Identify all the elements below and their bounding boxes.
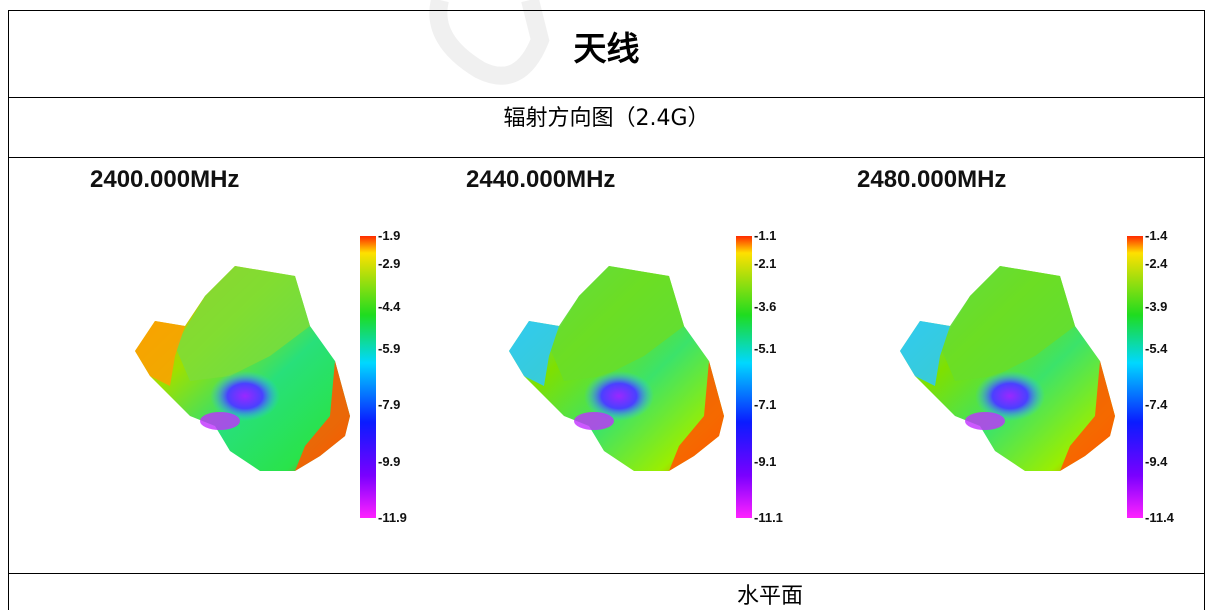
colorbar-tick-label: -5.1 bbox=[754, 340, 777, 356]
pattern-null bbox=[200, 412, 240, 430]
table-divider bbox=[9, 157, 1204, 158]
colorbar bbox=[360, 236, 376, 518]
colorbar-tick-label: -3.6 bbox=[754, 298, 777, 314]
pattern-panel: 2480.000MHz -1.4 -2.4 -3.9 -5.4 -7.4 -9.4 -11.4 bbox=[857, 158, 1213, 538]
pattern-surface bbox=[135, 321, 185, 386]
colorbar-gradient bbox=[736, 236, 752, 518]
colorbar-tick-label: -7.4 bbox=[1145, 397, 1168, 413]
radiation-pattern-plot bbox=[900, 266, 1115, 471]
pattern-surface bbox=[940, 266, 1075, 381]
pattern-surface bbox=[669, 361, 724, 471]
pattern-null bbox=[210, 371, 280, 421]
colorbar-tick-label: -2.9 bbox=[378, 256, 401, 272]
colorbar-tick-label: -1.1 bbox=[754, 228, 777, 243]
pattern-surface bbox=[175, 266, 310, 381]
colorbar-tick-label: -1.9 bbox=[378, 228, 401, 243]
plane-label: 水平面 bbox=[736, 584, 803, 609]
colorbar-tick-label: -11.4 bbox=[1145, 510, 1174, 525]
colorbar bbox=[736, 236, 752, 518]
colorbar-tick-label: -7.9 bbox=[378, 397, 401, 413]
pattern-surface bbox=[509, 321, 559, 386]
pattern-surface bbox=[900, 321, 950, 386]
colorbar-tick-label: -5.4 bbox=[1145, 340, 1168, 356]
colorbar-tick-label: -3.9 bbox=[1145, 298, 1168, 314]
pattern-surface bbox=[549, 266, 684, 381]
pattern-null bbox=[574, 412, 614, 430]
colorbar-tick-label: -5.9 bbox=[378, 340, 401, 356]
frequency-label: 2400.000MHz bbox=[90, 166, 240, 193]
table-divider bbox=[9, 97, 1204, 98]
pattern-null bbox=[975, 371, 1045, 421]
table-divider bbox=[9, 573, 1204, 574]
pattern-panel: 2400.000MHz -1.9 -2.9 -4.4 -5.9 -7.9 -9.9 -11.9 bbox=[90, 158, 480, 538]
colorbar-tick-label: -2.4 bbox=[1145, 256, 1168, 272]
colorbar-tick-label: -9.1 bbox=[754, 453, 777, 469]
watermark-logo bbox=[429, 0, 550, 85]
spec-table bbox=[8, 10, 1205, 610]
pattern-null bbox=[584, 371, 654, 421]
colorbar-tick-label: -9.9 bbox=[378, 453, 401, 469]
colorbar-tick-label: -9.4 bbox=[1145, 453, 1168, 469]
frequency-label: 2480.000MHz bbox=[857, 166, 1007, 193]
pattern-surface bbox=[295, 361, 350, 471]
radiation-pattern-plot bbox=[509, 266, 724, 471]
pattern-panel: 2440.000MHz -1.1 -2.1 -3.6 -5.1 -7.1 -9.1 -11.1 bbox=[466, 158, 856, 538]
section-subtitle: 辐射方向图（2.4G） bbox=[503, 106, 710, 131]
colorbar-tick-label: -7.1 bbox=[754, 397, 777, 413]
pattern-surface bbox=[1060, 361, 1115, 471]
colorbar-tick-label: -2.1 bbox=[754, 256, 777, 272]
colorbar-gradient bbox=[360, 236, 376, 518]
colorbar-gradient bbox=[1127, 236, 1143, 518]
colorbar-tick-label: -11.1 bbox=[754, 510, 783, 525]
section-title: 天线 bbox=[573, 29, 640, 68]
frequency-label: 2440.000MHz bbox=[466, 166, 616, 193]
radiation-pattern-plot bbox=[135, 266, 350, 471]
colorbar-tick-label: -11.9 bbox=[378, 510, 407, 525]
pattern-null bbox=[965, 412, 1005, 430]
colorbar-tick-label: -1.4 bbox=[1145, 228, 1168, 243]
colorbar bbox=[1127, 236, 1143, 518]
colorbar-tick-label: -4.4 bbox=[378, 298, 401, 314]
